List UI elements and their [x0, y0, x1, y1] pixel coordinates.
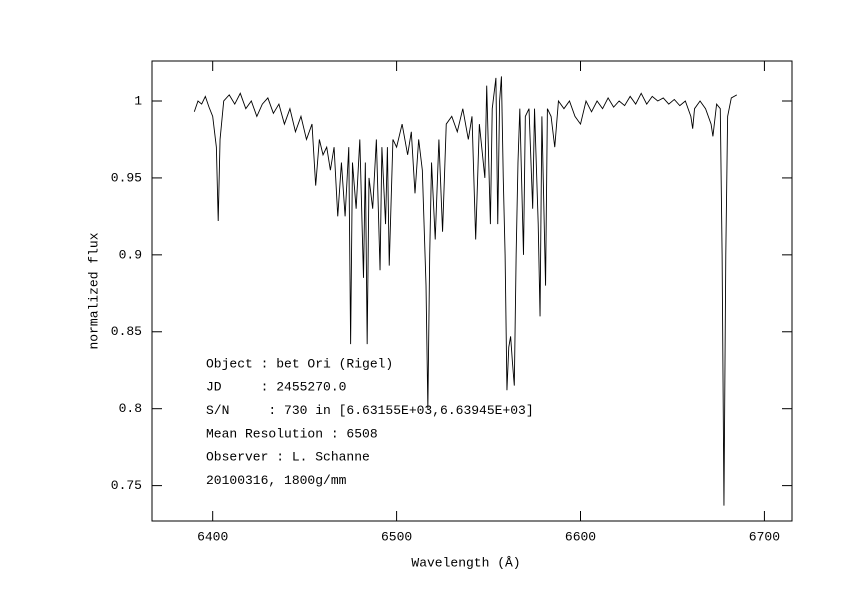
x-tick-label: 6600	[565, 529, 596, 544]
annotation: 20100316, 1800g/mm	[206, 473, 347, 488]
annotation: S/N : 730 in [6.63155E+03,6.63945E+03]	[206, 403, 534, 418]
y-axis-label: normalized flux	[86, 232, 101, 349]
annotation: JD : 2455270.0	[206, 380, 346, 395]
y-tick-label: 0.85	[111, 324, 142, 339]
y-tick-label: 0.8	[119, 401, 142, 416]
x-tick-label: 6700	[749, 529, 780, 544]
annotation: Object : bet Ori (Rigel)	[206, 356, 393, 371]
plot-frame	[151, 60, 793, 522]
y-tick-label: 0.9	[119, 247, 142, 262]
x-tick-label: 6400	[197, 529, 228, 544]
spectrum-line	[193, 76, 738, 506]
y-tick-label: 1	[134, 93, 142, 108]
y-tick-label: 0.75	[111, 478, 142, 493]
annotation: Mean Resolution : 6508	[206, 426, 378, 441]
x-tick-label: 6500	[381, 529, 412, 544]
x-axis-label: Wavelength (Å)	[411, 555, 520, 570]
annotation: Observer : L. Schanne	[206, 450, 370, 465]
y-tick-label: 0.95	[111, 170, 142, 185]
